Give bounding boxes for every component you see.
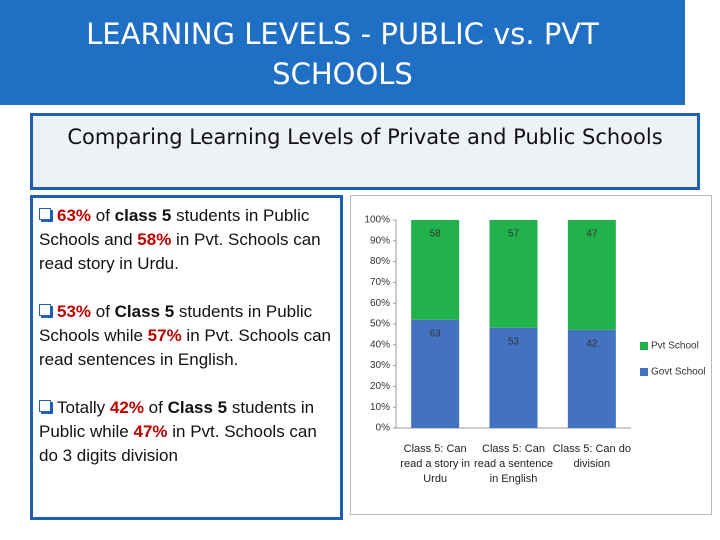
y-tick-label: 0% xyxy=(376,423,391,434)
y-tick-label: 100% xyxy=(364,215,390,226)
bar-segment xyxy=(489,220,538,328)
bullet: 63% of class 5 students in Public School… xyxy=(39,204,334,276)
bar-segment xyxy=(411,220,460,320)
bullet: Totally 42% of Class 5 students in Publi… xyxy=(39,396,334,468)
data-label: 47 xyxy=(586,229,598,240)
y-tick-label: 20% xyxy=(370,381,390,392)
bullet-text: 57% xyxy=(147,326,182,345)
x-tick-label: Class 5: Can do division xyxy=(552,443,631,470)
legend-label: Pvt School xyxy=(651,341,699,352)
bullet-text: 58% xyxy=(137,230,172,249)
bullet-text: Class 5 xyxy=(114,302,175,321)
bullet-text: in Pvt. Schools can do 3 digits division xyxy=(39,422,317,465)
chart-panel: 0% 10% 20% 30% 40% 50% 60% 70% 80% 90% 100% 63 58 53 5… xyxy=(350,195,712,515)
bullet-text: Class 5 xyxy=(167,398,228,417)
bullet-icon xyxy=(39,400,51,412)
y-tick-label: 40% xyxy=(370,339,390,350)
data-label: 57 xyxy=(508,229,520,240)
legend-swatch xyxy=(640,342,648,350)
bullet-text: students in Public Schools and xyxy=(39,206,310,249)
x-tick-label: Class 5: Can read a story in Urdu xyxy=(400,443,470,485)
legend-swatch xyxy=(640,368,648,376)
bar-segment xyxy=(567,329,616,428)
slide-title: LEARNING LEVELS - PUBLIC vs. PVT SCHOOLS xyxy=(0,0,685,105)
y-tick-label: 10% xyxy=(370,402,390,413)
bullet-text: class 5 xyxy=(114,206,172,225)
y-tick-label: 60% xyxy=(370,298,390,309)
y-tick-label: 50% xyxy=(370,319,390,330)
bullet-text: students in Public Schools while xyxy=(39,302,313,345)
data-label: 58 xyxy=(430,229,442,240)
y-tick-label: 30% xyxy=(370,360,390,371)
data-label: 42 xyxy=(586,338,598,349)
data-label: 63 xyxy=(430,328,442,339)
legend-label: Govt School xyxy=(651,367,705,378)
bar-segment xyxy=(411,319,460,428)
bullet-text: of xyxy=(91,302,115,321)
bullet-panel: 63% of class 5 students in Public School… xyxy=(30,195,343,520)
y-tick-label: 90% xyxy=(370,235,390,246)
bar-segment xyxy=(567,220,616,330)
bullet-text: 47% xyxy=(133,422,168,441)
bullet: 53% of Class 5 students in Public School… xyxy=(39,300,334,372)
chart: 0% 10% 20% 30% 40% 50% 60% 70% 80% 90% 100% 63 58 53 5… xyxy=(364,215,705,434)
y-tick-label: 80% xyxy=(370,256,390,267)
bullet-text: of xyxy=(143,398,168,417)
subtitle: Comparing Learning Levels of Private and… xyxy=(30,113,700,190)
bullet-text: of xyxy=(91,206,115,225)
bullet-text: 53% xyxy=(57,302,92,321)
bullet-text: 63% xyxy=(57,206,92,225)
y-tick-label: 70% xyxy=(370,277,390,288)
bullet-text: 42% xyxy=(109,398,144,417)
data-label: 53 xyxy=(508,336,520,347)
bullet-text: students in Public while xyxy=(39,398,315,441)
bullet-icon xyxy=(39,208,51,220)
bar-segment xyxy=(489,327,538,428)
bullet-icon xyxy=(39,304,51,316)
bullet-text: Totally xyxy=(57,398,110,417)
x-tick-label: Class 5: Can read a sentence in English xyxy=(474,443,553,485)
bullet-text: in Pvt. Schools can read story in Urdu. xyxy=(39,230,321,273)
bullet-text: in Pvt. Schools can read sentences in En… xyxy=(39,326,332,369)
